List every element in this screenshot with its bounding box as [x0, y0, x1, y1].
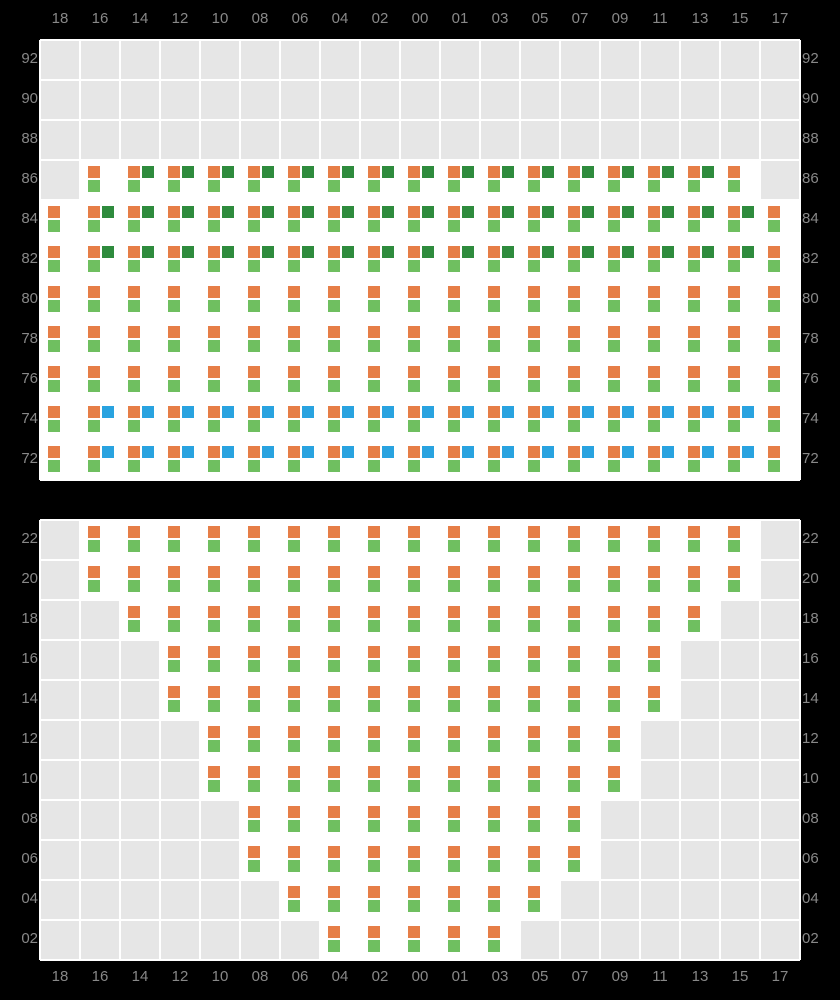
row-label: 18	[4, 610, 38, 630]
row-label: 82	[802, 250, 836, 270]
col-label: 01	[440, 10, 480, 34]
col-label: 16	[80, 10, 120, 34]
col-label: 13	[680, 968, 720, 992]
row-label: 82	[4, 250, 38, 270]
col-label: 01	[440, 968, 480, 992]
col-label: 14	[120, 10, 160, 34]
row-label: 84	[4, 210, 38, 230]
col-label: 09	[600, 10, 640, 34]
col-label: 09	[600, 968, 640, 992]
row-label: 08	[802, 810, 836, 830]
col-label: 06	[280, 968, 320, 992]
row-label: 10	[802, 770, 836, 790]
col-label: 11	[640, 10, 680, 34]
col-label: 16	[80, 968, 120, 992]
col-label: 02	[360, 968, 400, 992]
col-label: 17	[760, 968, 800, 992]
col-label: 17	[760, 10, 800, 34]
col-label: 06	[280, 10, 320, 34]
row-label: 76	[4, 370, 38, 390]
row-label: 14	[802, 690, 836, 710]
row-label: 86	[4, 170, 38, 190]
row-label: 84	[802, 210, 836, 230]
col-label: 12	[160, 968, 200, 992]
row-label: 76	[802, 370, 836, 390]
col-label: 08	[240, 968, 280, 992]
col-label: 07	[560, 968, 600, 992]
col-label: 02	[360, 10, 400, 34]
row-label: 18	[802, 610, 836, 630]
col-label: 03	[480, 968, 520, 992]
row-label: 22	[4, 530, 38, 550]
row-label: 74	[802, 410, 836, 430]
col-label: 00	[400, 10, 440, 34]
row-label: 16	[802, 650, 836, 670]
row-label: 92	[4, 50, 38, 70]
seating-chart: 1816141210080604020001030507091113151792…	[0, 0, 840, 1000]
row-label: 80	[4, 290, 38, 310]
row-label: 74	[4, 410, 38, 430]
row-label: 08	[4, 810, 38, 830]
row-label: 86	[802, 170, 836, 190]
row-label: 20	[802, 570, 836, 590]
row-label: 06	[802, 850, 836, 870]
row-label: 88	[802, 130, 836, 150]
row-label: 14	[4, 690, 38, 710]
row-label: 10	[4, 770, 38, 790]
col-label: 15	[720, 968, 760, 992]
row-label: 92	[802, 50, 836, 70]
row-label: 02	[4, 930, 38, 950]
col-label: 12	[160, 10, 200, 34]
row-label: 78	[4, 330, 38, 350]
row-label: 02	[802, 930, 836, 950]
col-label: 05	[520, 968, 560, 992]
row-label: 90	[802, 90, 836, 110]
col-label: 07	[560, 10, 600, 34]
col-label: 11	[640, 968, 680, 992]
row-label: 20	[4, 570, 38, 590]
row-label: 04	[802, 890, 836, 910]
col-label: 18	[40, 10, 80, 34]
col-label: 18	[40, 968, 80, 992]
col-label: 08	[240, 10, 280, 34]
col-label: 04	[320, 968, 360, 992]
col-label: 13	[680, 10, 720, 34]
row-label: 88	[4, 130, 38, 150]
row-label: 90	[4, 90, 38, 110]
col-label: 10	[200, 10, 240, 34]
row-label: 78	[802, 330, 836, 350]
row-label: 72	[4, 450, 38, 470]
row-label: 72	[802, 450, 836, 470]
col-label: 00	[400, 968, 440, 992]
col-label: 14	[120, 968, 160, 992]
col-label: 04	[320, 10, 360, 34]
row-label: 16	[4, 650, 38, 670]
row-label: 12	[802, 730, 836, 750]
col-label: 05	[520, 10, 560, 34]
col-label: 15	[720, 10, 760, 34]
col-label: 03	[480, 10, 520, 34]
row-label: 04	[4, 890, 38, 910]
row-label: 80	[802, 290, 836, 310]
row-label: 12	[4, 730, 38, 750]
row-label: 06	[4, 850, 38, 870]
row-label: 22	[802, 530, 836, 550]
col-label: 10	[200, 968, 240, 992]
